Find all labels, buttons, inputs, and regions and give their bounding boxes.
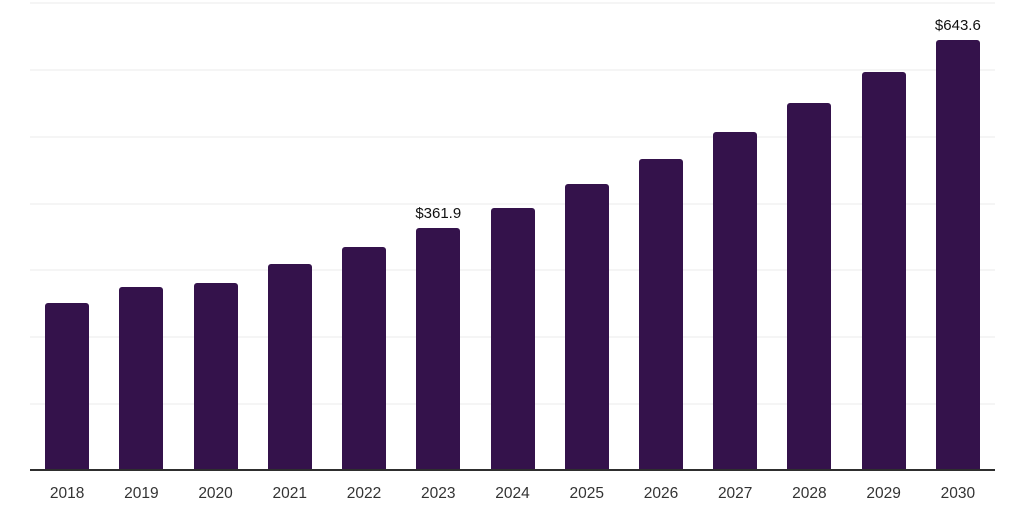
data-label-2030: $643.6 [934, 16, 981, 34]
gridline-600 [30, 68, 995, 71]
x-tick-2030: 2030 [940, 485, 976, 502]
bar-2024 [490, 207, 535, 470]
x-tick-2019: 2019 [124, 485, 159, 502]
gridline-700 [30, 2, 995, 4]
x-tick-2026: 2026 [643, 485, 679, 502]
bar-2025 [564, 183, 609, 470]
bar-2020 [193, 282, 238, 470]
x-tick-2018: 2018 [49, 485, 85, 502]
x-tick-2022: 2022 [346, 485, 382, 502]
bar-2028 [787, 102, 832, 470]
x-tick-2028: 2028 [792, 485, 827, 502]
gridline-400 [30, 202, 995, 205]
bar-2029 [861, 72, 906, 470]
x-tick-2020: 2020 [198, 485, 233, 502]
bar-2026 [638, 159, 683, 470]
bar-2023 [416, 228, 461, 470]
gridline-500 [30, 135, 995, 138]
bar-2018 [45, 302, 90, 470]
bar-2019 [119, 287, 164, 470]
bar-2022 [342, 246, 387, 470]
data-label-2023: $361.9 [415, 205, 462, 223]
bar-2021 [267, 264, 312, 470]
bar-2030 [935, 39, 980, 470]
x-tick-2029: 2029 [866, 485, 901, 502]
plot-area: $361.9 $643.6 [30, 2, 995, 470]
x-tick-2023: 2023 [421, 485, 456, 502]
x-tick-2021: 2021 [272, 485, 308, 502]
x-tick-2027: 2027 [717, 485, 753, 502]
x-axis-line [30, 469, 995, 471]
x-tick-2025: 2025 [569, 485, 604, 502]
x-tick-2024: 2024 [495, 485, 530, 502]
bar-2027 [713, 132, 758, 470]
